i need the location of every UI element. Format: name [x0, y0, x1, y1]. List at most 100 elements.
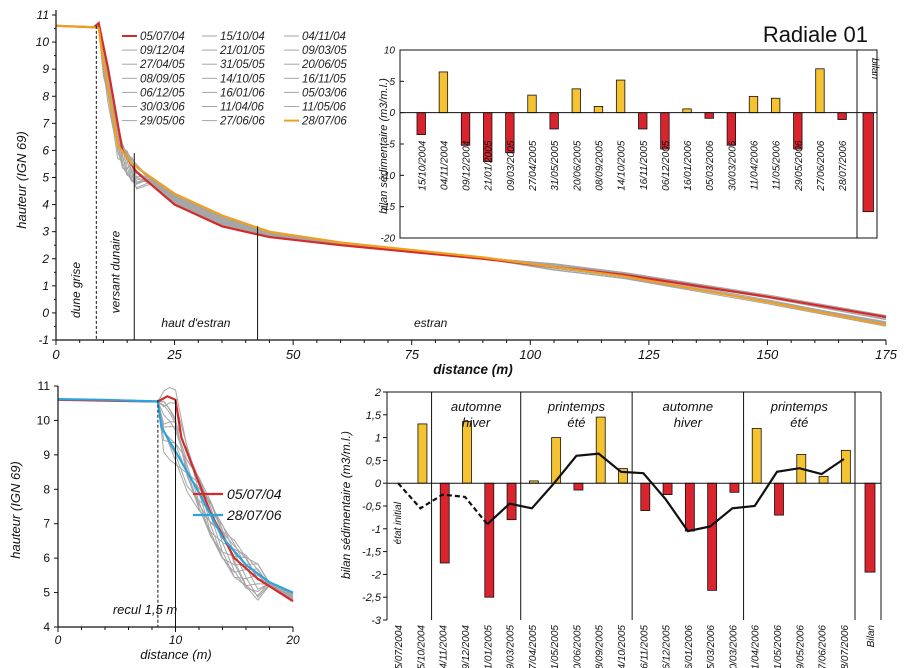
y-tick-label: 8	[42, 89, 49, 103]
cum-y-tick-label: -1	[371, 524, 381, 536]
zoom-y-tick-label: 8	[43, 482, 50, 496]
cum-x-tick-label: 20/06/2005	[572, 625, 583, 668]
cum-y-tick-label: 2	[374, 387, 381, 399]
x-tick-label: 50	[286, 347, 301, 362]
inset-x-tick-label: 27/06/2006	[816, 140, 827, 191]
y-tick-label: 11	[37, 8, 49, 22]
inset-x-tick-label: 29/05/2006	[794, 140, 805, 191]
inset-bar	[726, 112, 736, 146]
y-tick-label: 9	[42, 62, 49, 76]
zone-label: versant dunaire	[108, 230, 122, 313]
inset-bar	[615, 79, 626, 114]
cum-x-tick-label: 31/05/2005	[550, 625, 561, 668]
period-label: printemps	[770, 399, 829, 414]
y-tick-label: -1	[38, 333, 49, 347]
inset-x-tick-label: 16/01/2006	[683, 140, 694, 190]
inset-x-tick-label: 11/04/2006	[750, 140, 761, 190]
x-tick-label: 0	[52, 347, 60, 362]
legend-label: 05/07/04	[140, 31, 185, 43]
inset-y-tick-label: -5	[386, 140, 395, 151]
legend-label: 16/01/06	[220, 87, 265, 99]
legend-label: 06/12/05	[140, 87, 185, 99]
legend-label: 27/06/06	[219, 116, 265, 128]
zoom-y-tick-label: 9	[43, 448, 50, 462]
zone-label: estran	[414, 316, 448, 330]
zoom-x-tick-label: 20	[285, 633, 300, 647]
cum-bilan-bar	[864, 482, 876, 573]
y-tick-label: 10	[36, 35, 50, 49]
inset-bar	[527, 94, 537, 114]
inset-y-tick-label: 0	[389, 108, 395, 119]
zoom-y-tick-label: 7	[43, 517, 50, 531]
zoom-legend: 05/07/04 28/07/06	[193, 486, 282, 523]
cum-bar	[462, 421, 472, 484]
zoom-y-tick-label: 5	[43, 586, 50, 600]
inset-bar	[571, 88, 581, 114]
y-axis-label: hauteur (IGN 69)	[14, 131, 29, 229]
inset-bar	[460, 112, 471, 146]
inset-x-tick-label: 09/03/2005	[506, 140, 517, 190]
zoom-profile-line	[57, 395, 294, 603]
inset-x-tick-label: 21/01/2005	[484, 140, 495, 191]
period-label: printemps	[547, 399, 606, 414]
zone-label: haut d'estran	[161, 316, 230, 330]
inset-bar	[837, 112, 847, 120]
cum-y-tick-label: 1	[375, 433, 381, 445]
cum-bar	[840, 449, 851, 484]
inset-bar	[638, 112, 648, 130]
inset-bar-chart: 15/10/2004 04/11/2004 09/12/2004 21/01/2005…	[378, 46, 880, 245]
inset-x-tick-label: 14/10/2005	[617, 140, 628, 190]
inset-x-tick-label: 16/11/2005	[639, 140, 650, 190]
period-label: hiver	[674, 415, 703, 430]
y-tick-label: 1	[42, 279, 49, 293]
recul-annotation: recul 1,5 m	[113, 602, 177, 617]
inset-y-tick-label: -15	[381, 202, 396, 213]
bilan-label: bilan	[869, 58, 880, 80]
y-tick-label: 5	[42, 171, 49, 185]
inset-bar	[771, 97, 781, 114]
cum-x-tick-label: 16/01/2006	[684, 625, 695, 668]
legend-label: 09/12/04	[140, 45, 185, 57]
initial-state-label: état initial	[393, 501, 404, 544]
cum-bar	[484, 482, 495, 598]
inset-x-tick-label: 11/05/2006	[772, 140, 783, 190]
zoom-profile-line	[57, 398, 294, 594]
inset-x-tick-label: 05/03/2006	[705, 140, 716, 190]
zone-label: dune grise	[69, 262, 83, 318]
x-tick-label: 150	[757, 347, 779, 362]
cum-x-tick-label: 27/06/2006	[818, 625, 829, 668]
inset-bar	[682, 108, 692, 114]
legend-label: 08/09/05	[140, 73, 185, 85]
legend-label: 05/03/06	[302, 87, 347, 99]
x-tick-label: 125	[638, 347, 660, 362]
x-axis-label: distance (m)	[433, 362, 513, 377]
period-label: été	[790, 415, 808, 430]
cumulative-bar-chart: automnehiverprintempsétéautomnehiverprin…	[339, 387, 882, 668]
cum-bar	[729, 482, 740, 493]
legend-label: 31/05/05	[220, 59, 265, 71]
cum-y-tick-label: 1,5	[366, 410, 382, 422]
profile-line	[55, 24, 887, 327]
cum-x-tick-label: 14/10/2005	[617, 625, 628, 668]
cum-bar	[684, 482, 695, 532]
inset-x-tick-label: 06/12/2005	[661, 140, 672, 190]
legend-label: 21/01/05	[219, 45, 265, 57]
profile-chart: dune grise versant dunaire haut d'estran es…	[14, 8, 898, 377]
legend-label: 14/10/05	[220, 73, 265, 85]
period-label: automne	[663, 399, 714, 414]
cum-bar	[506, 482, 517, 521]
cum-bar	[774, 482, 784, 516]
cum-x-tick-label: 11/05/2006	[773, 625, 784, 668]
inset-x-tick-label: 04/11/2004	[439, 140, 450, 190]
cum-bar	[662, 482, 673, 496]
cum-x-tick-label: 21/01/2005	[483, 625, 494, 668]
zoom-x-axis-label: distance (m)	[140, 647, 212, 662]
inset-bar	[748, 95, 759, 114]
cum-x-tick-label: 30/03/2006	[728, 625, 739, 668]
x-tick-label: 100	[519, 347, 541, 362]
cum-bar	[818, 475, 829, 484]
cum-y-tick-label: -2	[371, 569, 381, 581]
profile-series	[55, 21, 887, 327]
zoom-x-tick-label: 10	[169, 633, 183, 647]
